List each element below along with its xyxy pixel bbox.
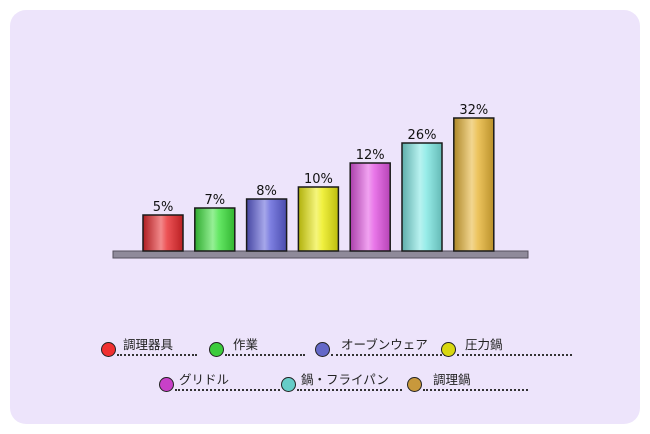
bar-1 <box>142 214 184 252</box>
bar-3 <box>245 198 288 252</box>
legend-underline <box>457 354 572 356</box>
legend-item: 調理鍋 <box>407 372 532 394</box>
legend-label: 鍋・フライパン <box>301 372 389 387</box>
legend-swatch <box>159 377 174 392</box>
legend-swatch <box>209 342 224 357</box>
legend-underline <box>117 354 197 356</box>
legend-item: 鍋・フライパン <box>281 372 406 394</box>
data-label: 26% <box>408 128 437 143</box>
bar-5 <box>349 162 391 252</box>
legend-swatch <box>407 377 422 392</box>
legend-label: 圧力鍋 <box>465 337 503 352</box>
baseline-axis <box>112 250 529 259</box>
legend-swatch <box>441 342 456 357</box>
data-label: 12% <box>356 148 385 163</box>
data-label: 8% <box>256 184 277 199</box>
legend-item: グリドル <box>159 372 284 394</box>
bar-7 <box>453 117 495 252</box>
legend-underline <box>297 389 402 391</box>
legend-underline <box>175 389 280 391</box>
data-label: 10% <box>304 172 333 187</box>
legend-item: 圧力鍋 <box>441 337 576 359</box>
legend-underline <box>331 354 446 356</box>
data-label: 32% <box>459 103 488 118</box>
bar-2 <box>194 207 236 252</box>
legend-swatch <box>101 342 116 357</box>
data-label: 5% <box>153 200 174 215</box>
legend-swatch <box>315 342 330 357</box>
legend-label: 作業 <box>233 337 259 352</box>
legend-item: 作業 <box>209 337 309 359</box>
data-label: 7% <box>204 193 225 208</box>
bar-6 <box>401 142 443 252</box>
legend-underline <box>225 354 305 356</box>
bar-4 <box>297 186 340 252</box>
legend-item: オーブンウェア <box>315 337 450 359</box>
legend-swatch <box>281 377 296 392</box>
legend-label: 調理器具 <box>123 337 174 352</box>
legend-label: グリドル <box>179 372 230 387</box>
legend-item: 調理器具 <box>101 337 201 359</box>
legend-underline <box>423 389 528 391</box>
legend-label: 調理鍋 <box>433 372 471 387</box>
legend-label: オーブンウェア <box>341 337 428 352</box>
